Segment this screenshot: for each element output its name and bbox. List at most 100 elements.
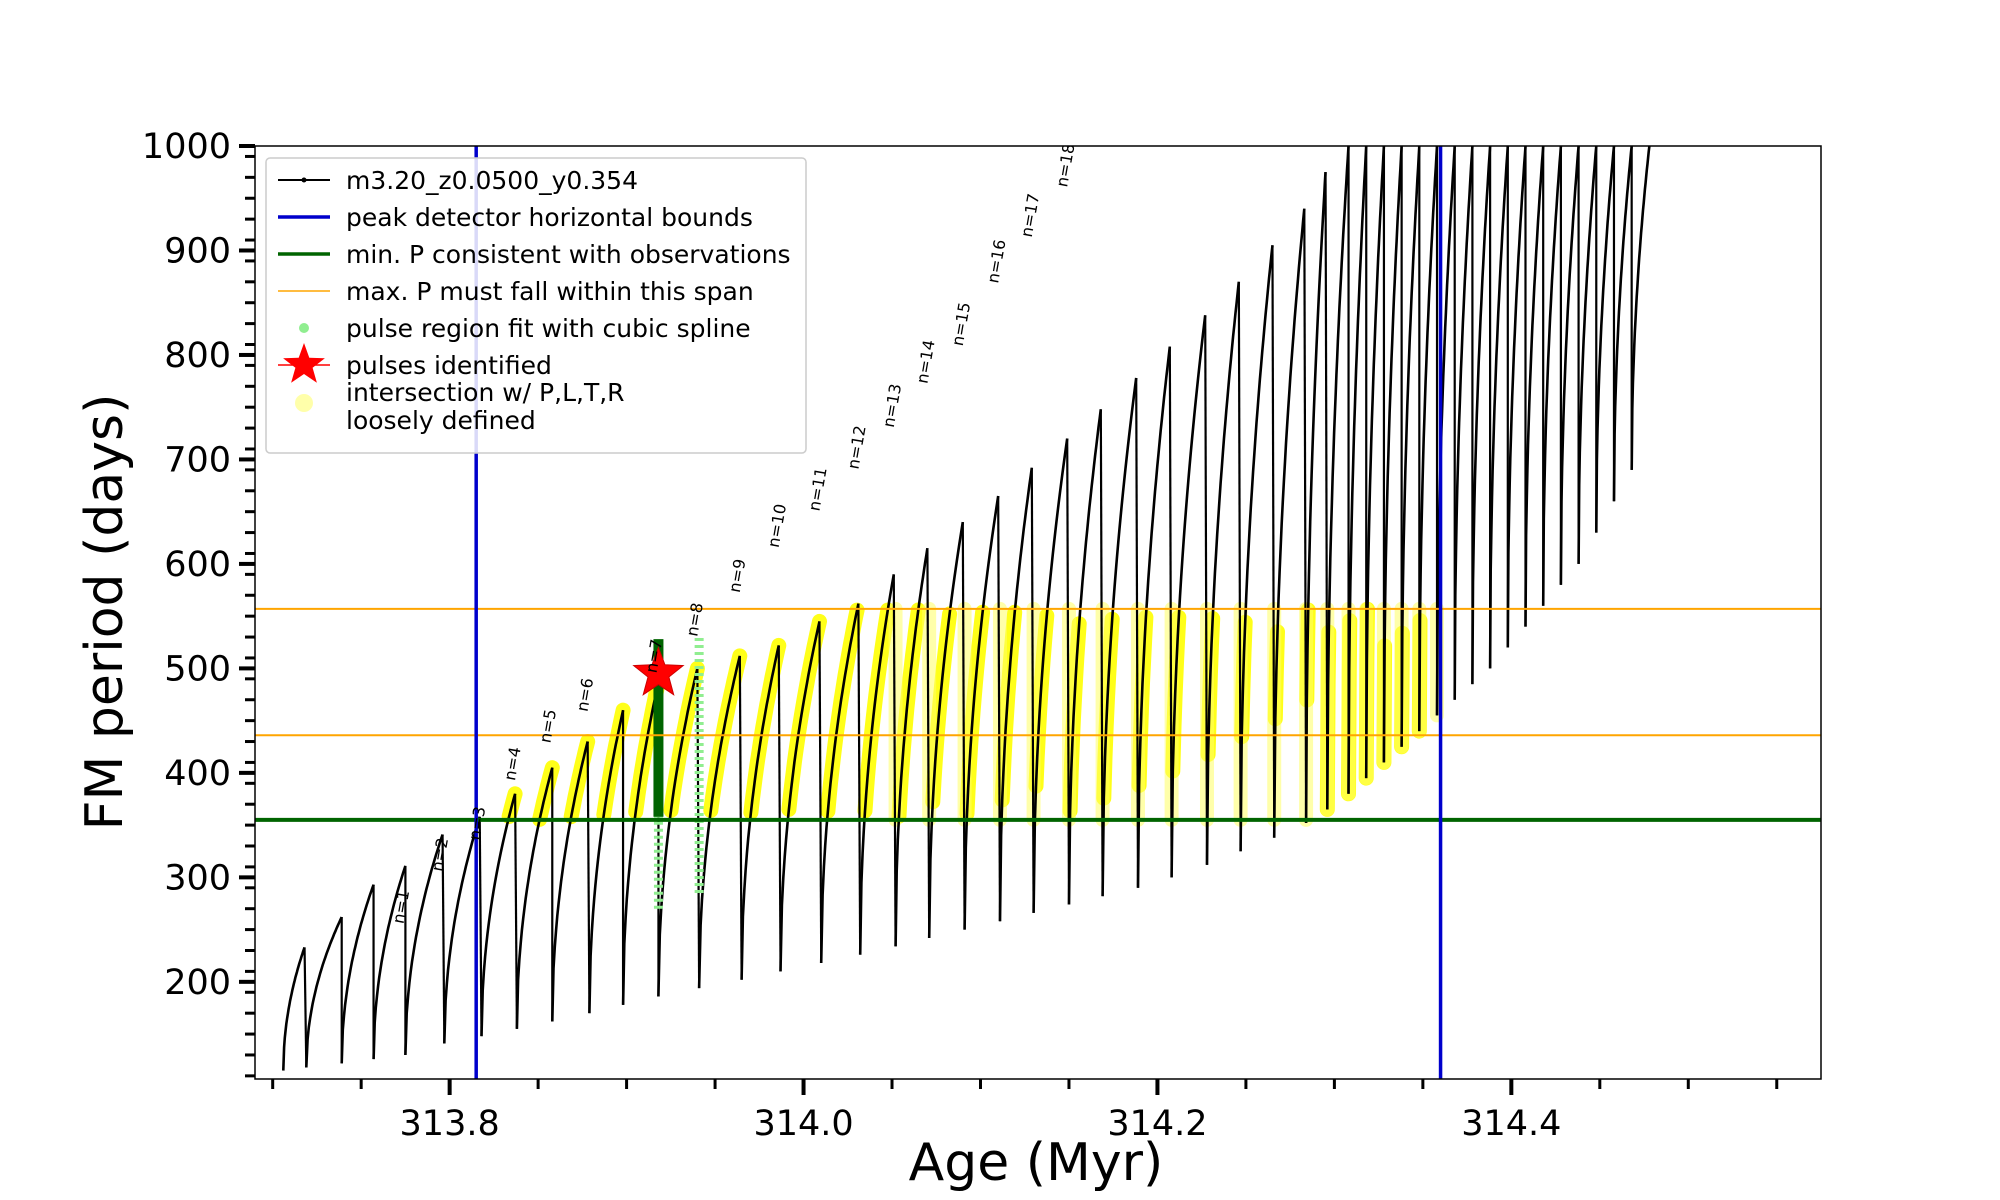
pulse-curve-33 — [1364, 146, 1386, 779]
axes: 200 300 400 500 600 700 800 900 1000 313.8 314.0 31… — [142, 127, 1779, 1144]
pulse-curve-16 — [819, 603, 860, 964]
pulse-curve-22 — [1032, 438, 1069, 913]
y-tick-label-300: 300 — [164, 858, 231, 898]
pulse-curve-43 — [1541, 146, 1563, 606]
pulse-label-12: n=12 — [843, 424, 869, 471]
pulse-curve-10 — [588, 709, 625, 1014]
pulse-curve-1 — [282, 947, 306, 1071]
plot-area: n=1n=2n=3n=4n=5n=6n=7n=8n=9n=10n=11n=12n… — [255, 142, 1821, 1079]
pulse-curve-13 — [697, 655, 742, 989]
pulse-curve-11 — [621, 681, 660, 1005]
legend-item-7-label-1: intersection w/ P,L,T,R — [346, 378, 625, 407]
pulse-curve-30 — [1304, 172, 1327, 824]
y-tick-label-400: 400 — [164, 754, 231, 794]
pulse-label-10: n=10 — [764, 502, 790, 549]
plot-frame — [254, 145, 1822, 1080]
legend-item-3-label: min. P consistent with observations — [346, 240, 791, 269]
pulse-curve-24 — [1101, 377, 1138, 897]
legend-item-2-label: peak detector horizontal bounds — [346, 203, 753, 232]
pulse-label-1: n=1 — [389, 889, 414, 926]
y-axis-label: FM period (days) — [75, 394, 135, 831]
y-tick-label-800: 800 — [164, 336, 231, 376]
pulse-curve-41 — [1506, 146, 1527, 648]
legend-item-1-marker — [301, 177, 307, 183]
pulse-curve-46 — [1595, 146, 1616, 533]
pulse-curve-34 — [1382, 146, 1403, 763]
pulse-label-4: n=4 — [500, 745, 525, 782]
legend-item-5-swatch — [299, 323, 309, 333]
y-tick-label-500: 500 — [164, 649, 231, 689]
legend-item-7-swatch — [295, 394, 313, 412]
pulse-curve-7 — [480, 793, 517, 1037]
pulse-curve-40 — [1488, 146, 1510, 669]
pulse-curve-17 — [858, 574, 896, 955]
pulse-curve-42 — [1524, 146, 1545, 627]
intersection-band-15 — [781, 613, 827, 817]
legend-item-1-label: m3.20_z0.0500_y0.354 — [346, 166, 638, 195]
legend-item-6-swatch — [283, 343, 325, 383]
pulse-drop-21 — [1030, 467, 1035, 913]
pulse-curve-2 — [305, 916, 343, 1068]
pulse-drop-18 — [926, 548, 931, 938]
identified-pulse-star — [632, 646, 685, 696]
plot-content: n=1n=2n=3n=4n=5n=6n=7n=8n=9n=10n=11n=12n… — [255, 142, 1821, 1079]
pulse-curve-31 — [1326, 146, 1350, 810]
legend-item-5-label: pulse region fit with cubic spline — [346, 314, 751, 343]
pulse-curve-25 — [1136, 346, 1172, 888]
legend-item-6-label: pulses identified — [346, 351, 552, 380]
pulse-curve-18 — [894, 548, 929, 947]
pulse-drop-16 — [857, 603, 862, 955]
pulse-label-5: n=5 — [536, 708, 561, 745]
pulse-label-13: n=13 — [879, 382, 905, 429]
pulse-curve-3 — [340, 884, 375, 1064]
x-tick-label-314.2: 314.2 — [1107, 1104, 1207, 1144]
pulse-label-17: n=17 — [1017, 192, 1043, 239]
pulse-curve-32 — [1347, 146, 1368, 794]
x-tick-label-314.4: 314.4 — [1461, 1104, 1561, 1144]
pulse-curve-15 — [779, 621, 821, 972]
pulse-curve-14 — [740, 645, 781, 980]
x-tick-label-313.8: 313.8 — [400, 1104, 500, 1144]
pulse-curve-45 — [1577, 146, 1598, 564]
pulse-label-16: n=16 — [983, 238, 1009, 285]
pulse-drop-23 — [1099, 409, 1104, 897]
y-tick-label-200: 200 — [164, 963, 231, 1003]
pulse-drop-14 — [777, 645, 782, 972]
pulse-curve-4 — [372, 865, 407, 1060]
pulse-label-18: n=18 — [1052, 142, 1078, 189]
pulse-curve-47 — [1612, 146, 1633, 502]
pulse-curve-12 — [657, 668, 699, 997]
pulse-curve-21 — [998, 467, 1034, 922]
pulse-curve-48 — [1630, 146, 1651, 470]
pulse-label-8: n=8 — [682, 601, 707, 638]
pulse-curve-44 — [1559, 146, 1580, 585]
pulse-label-2: n=2 — [428, 836, 453, 873]
pulse-drop-5 — [441, 834, 446, 1044]
y-tick-label-600: 600 — [164, 545, 231, 585]
x-tick-label-314: 314.0 — [753, 1104, 853, 1144]
pulse-curve-9 — [551, 741, 589, 1022]
y-tick-label-900: 900 — [164, 231, 231, 271]
pulse-curve-8 — [515, 767, 554, 1029]
pulse-curve-27 — [1205, 281, 1241, 865]
pulse-drop-13 — [738, 655, 743, 980]
pulse-label-9: n=9 — [725, 557, 750, 594]
pulse-label-14: n=14 — [912, 338, 938, 385]
legend-item-4-label: max. P must fall within this span — [346, 277, 754, 306]
pulse-curve-39 — [1471, 146, 1492, 685]
x-axis-label: Age (Myr) — [909, 1133, 1164, 1193]
pulse-curve-35 — [1400, 146, 1421, 747]
y-tick-label-1000: 1000 — [142, 127, 231, 167]
pulse-curve-29 — [1272, 208, 1306, 838]
pulse-curve-20 — [963, 495, 1000, 930]
pulse-curve-28 — [1239, 245, 1274, 852]
pulse-curve-19 — [927, 521, 965, 939]
pulse-curve-26 — [1170, 315, 1207, 878]
pulse-curve-38 — [1453, 146, 1474, 700]
pulse-curve-5 — [404, 834, 444, 1056]
intersection-band-16 — [820, 602, 865, 819]
pulse-drop-15 — [818, 621, 823, 964]
pulse-label-15: n=15 — [948, 301, 974, 348]
